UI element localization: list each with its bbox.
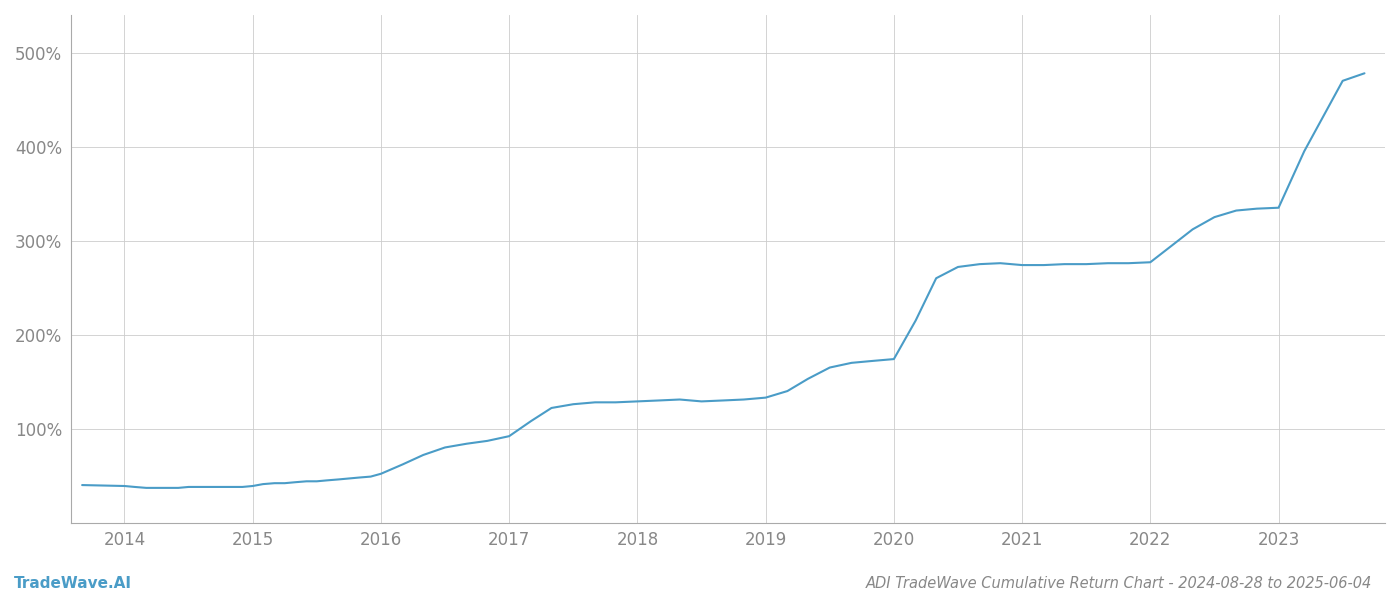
Text: TradeWave.AI: TradeWave.AI [14, 576, 132, 591]
Text: ADI TradeWave Cumulative Return Chart - 2024-08-28 to 2025-06-04: ADI TradeWave Cumulative Return Chart - … [865, 576, 1372, 591]
